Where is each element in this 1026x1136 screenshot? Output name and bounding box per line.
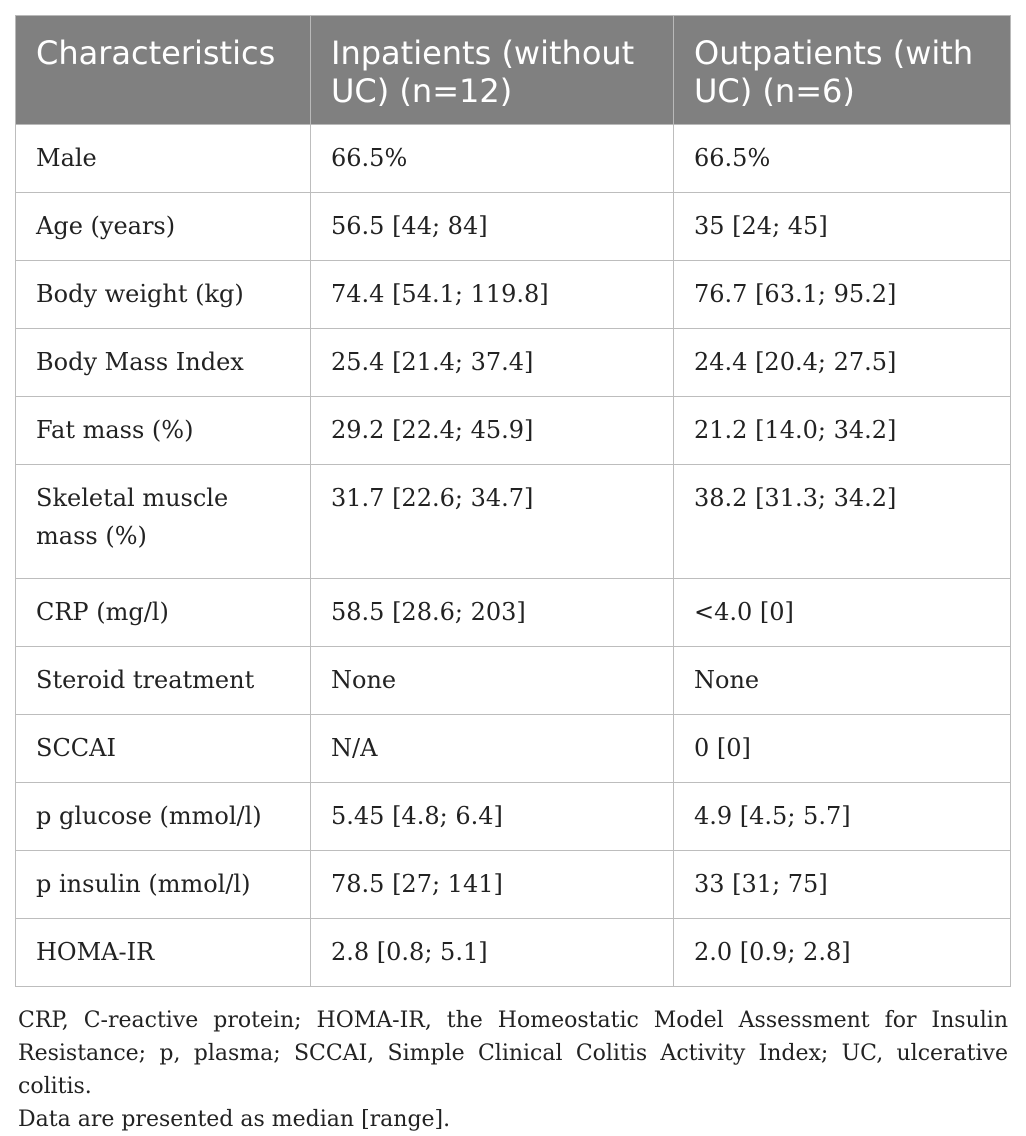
inpatient-value: N/A <box>310 714 674 783</box>
table-row: p insulin (mmol/l) 78.5 [27; 141] 33 [31… <box>15 850 1011 919</box>
inpatient-value: 5.45 [4.8; 6.4] <box>310 782 674 851</box>
inpatient-value: 66.5% <box>310 124 674 193</box>
inpatient-value: 25.4 [21.4; 37.4] <box>310 328 674 397</box>
outpatient-value: 21.2 [14.0; 34.2] <box>673 396 1011 465</box>
inpatient-value: None <box>310 646 674 715</box>
characteristics-table: Characteristics Inpatients (without UC) … <box>15 15 1011 987</box>
table-row: Fat mass (%) 29.2 [22.4; 45.9] 21.2 [14.… <box>15 396 1011 465</box>
table-row: Male 66.5% 66.5% <box>15 124 1011 193</box>
table-row: CRP (mg/l) 58.5 [28.6; 203] <4.0 [0] <box>15 578 1011 647</box>
header-row: Characteristics Inpatients (without UC) … <box>15 15 1011 125</box>
outpatient-value: 33 [31; 75] <box>673 850 1011 919</box>
abbreviations-note: CRP, C-reactive protein; HOMA-IR, the Ho… <box>18 1008 1008 1099</box>
table-row: p glucose (mmol/l) 5.45 [4.8; 6.4] 4.9 [… <box>15 782 1011 851</box>
row-label: p glucose (mmol/l) <box>15 782 311 851</box>
row-label: Male <box>15 124 311 193</box>
table-row: SCCAI N/A 0 [0] <box>15 714 1011 783</box>
outpatient-value: 38.2 [31.3; 34.2] <box>673 464 1011 579</box>
outpatient-value: None <box>673 646 1011 715</box>
table-row: Age (years) 56.5 [44; 84] 35 [24; 45] <box>15 192 1011 261</box>
inpatient-value: 31.7 [22.6; 34.7] <box>310 464 674 579</box>
header-inpatients: Inpatients (without UC) (n=12) <box>310 15 674 125</box>
outpatient-value: 76.7 [63.1; 95.2] <box>673 260 1011 329</box>
table-footnote: CRP, C-reactive protein; HOMA-IR, the Ho… <box>18 1004 1008 1136</box>
inpatient-value: 74.4 [54.1; 119.8] <box>310 260 674 329</box>
row-label: SCCAI <box>15 714 311 783</box>
inpatient-value: 29.2 [22.4; 45.9] <box>310 396 674 465</box>
outpatient-value: 2.0 [0.9; 2.8] <box>673 918 1011 987</box>
inpatient-value: 56.5 [44; 84] <box>310 192 674 261</box>
inpatient-value: 58.5 [28.6; 203] <box>310 578 674 647</box>
inpatient-value: 2.8 [0.8; 5.1] <box>310 918 674 987</box>
row-label: CRP (mg/l) <box>15 578 311 647</box>
header-outpatients: Outpatients (with UC) (n=6) <box>673 15 1011 125</box>
outpatient-value: 66.5% <box>673 124 1011 193</box>
table-row: Body Mass Index 25.4 [21.4; 37.4] 24.4 [… <box>15 328 1011 397</box>
outpatient-value: <4.0 [0] <box>673 578 1011 647</box>
row-label: Body weight (kg) <box>15 260 311 329</box>
inpatient-value: 78.5 [27; 141] <box>310 850 674 919</box>
table-row: HOMA-IR 2.8 [0.8; 5.1] 2.0 [0.9; 2.8] <box>15 918 1011 987</box>
outpatient-value: 35 [24; 45] <box>673 192 1011 261</box>
table-row: Steroid treatment None None <box>15 646 1011 715</box>
header-characteristics: Characteristics <box>15 15 311 125</box>
row-label: Skeletal muscle mass (%) <box>15 464 311 579</box>
outpatient-value: 4.9 [4.5; 5.7] <box>673 782 1011 851</box>
table-row: Body weight (kg) 74.4 [54.1; 119.8] 76.7… <box>15 260 1011 329</box>
characteristics-table-container: Characteristics Inpatients (without UC) … <box>15 15 1011 987</box>
table-body: Male 66.5% 66.5% Age (years) 56.5 [44; 8… <box>15 124 1011 987</box>
outpatient-value: 24.4 [20.4; 27.5] <box>673 328 1011 397</box>
outpatient-value: 0 [0] <box>673 714 1011 783</box>
row-label: HOMA-IR <box>15 918 311 987</box>
row-label: p insulin (mmol/l) <box>15 850 311 919</box>
table-header: Characteristics Inpatients (without UC) … <box>15 15 1011 125</box>
row-label: Fat mass (%) <box>15 396 311 465</box>
row-label: Body Mass Index <box>15 328 311 397</box>
row-label: Steroid treatment <box>15 646 311 715</box>
row-label: Age (years) <box>15 192 311 261</box>
table-row: Skeletal muscle mass (%) 31.7 [22.6; 34.… <box>15 464 1011 579</box>
